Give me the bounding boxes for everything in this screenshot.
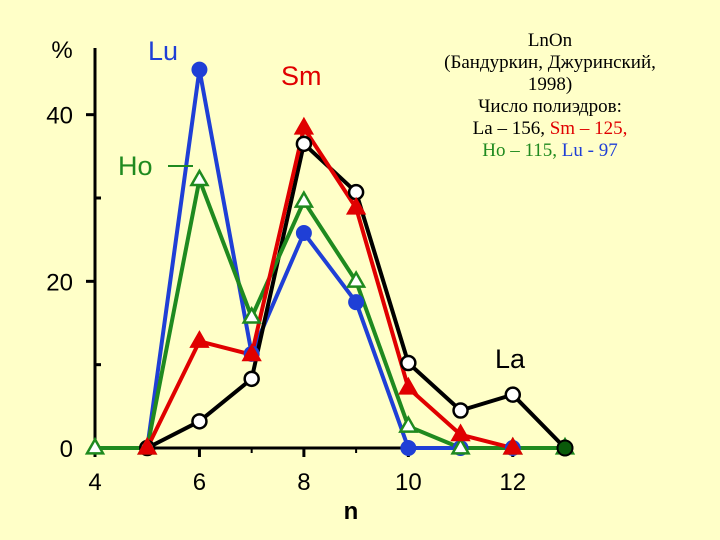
caption-counts-line2: Ho – 115, Lu - 97 [395, 140, 705, 162]
data-point-ho [345, 270, 367, 288]
data-point-la [295, 135, 313, 153]
series-label-la: La [495, 344, 526, 374]
data-point-ho [398, 415, 419, 433]
data-point-lu [400, 440, 417, 456]
data-point-end [556, 439, 574, 457]
x-tick-label: 6 [193, 469, 206, 496]
y-tick-label: 0 [60, 436, 73, 463]
series-label-sm: Sm [281, 61, 322, 91]
caption-authors: (Бандуркин, Джуринский, [444, 52, 656, 73]
chart-caption: LnOn (Бандуркин, Джуринский, 1998) Число… [395, 30, 705, 162]
data-point-lu [348, 294, 365, 311]
caption-sm-count: Sm – 125, [549, 118, 628, 139]
y-tick-label: 40 [46, 103, 73, 130]
x-tick-label: 8 [297, 469, 310, 496]
data-point-la [191, 413, 208, 430]
x-tick-label: 12 [499, 469, 526, 496]
data-point-sm [450, 423, 471, 442]
x-tick-label: 10 [395, 469, 422, 496]
data-point-sm [137, 436, 158, 455]
data-point-la [504, 386, 522, 403]
caption-formula: LnOn [527, 30, 573, 51]
data-point-lu [295, 225, 312, 241]
data-point-la [400, 354, 417, 372]
data-point-ho [450, 436, 471, 455]
series-line-lu [145, 67, 513, 450]
caption-lu-count: Lu - 97 [561, 140, 618, 161]
data-point-ho [84, 436, 106, 455]
data-point-sm [293, 116, 315, 135]
series-line-sm [145, 126, 514, 450]
series-label-lu: Lu [148, 36, 178, 66]
caption-count-heading: Число полиэдров: [478, 96, 622, 117]
data-point-lu [191, 61, 208, 78]
data-point-sm [502, 436, 523, 455]
series-label-ho: Ho [118, 151, 153, 181]
x-axis-label: n [344, 498, 359, 525]
data-point-sm [398, 376, 419, 395]
data-point-sm [189, 330, 210, 348]
y-tick-label: 20 [46, 269, 73, 296]
caption-year: 1998) [527, 74, 573, 95]
series-line-ho [95, 177, 565, 450]
y-axis-label: % [51, 37, 72, 64]
data-point-la [243, 370, 260, 388]
data-point-sm [241, 343, 262, 362]
data-point-ho [189, 168, 210, 187]
caption-counts-line1: La – 156, Sm – 125, [395, 118, 705, 140]
data-point-sm [345, 196, 367, 215]
data-point-ho [293, 190, 315, 208]
caption-ho-count: Ho – 115, [482, 140, 562, 161]
caption-la-count: La – 156, [472, 118, 550, 139]
data-point-ho [241, 305, 262, 324]
x-tick-label: 4 [88, 469, 101, 496]
data-point-la [452, 402, 469, 419]
